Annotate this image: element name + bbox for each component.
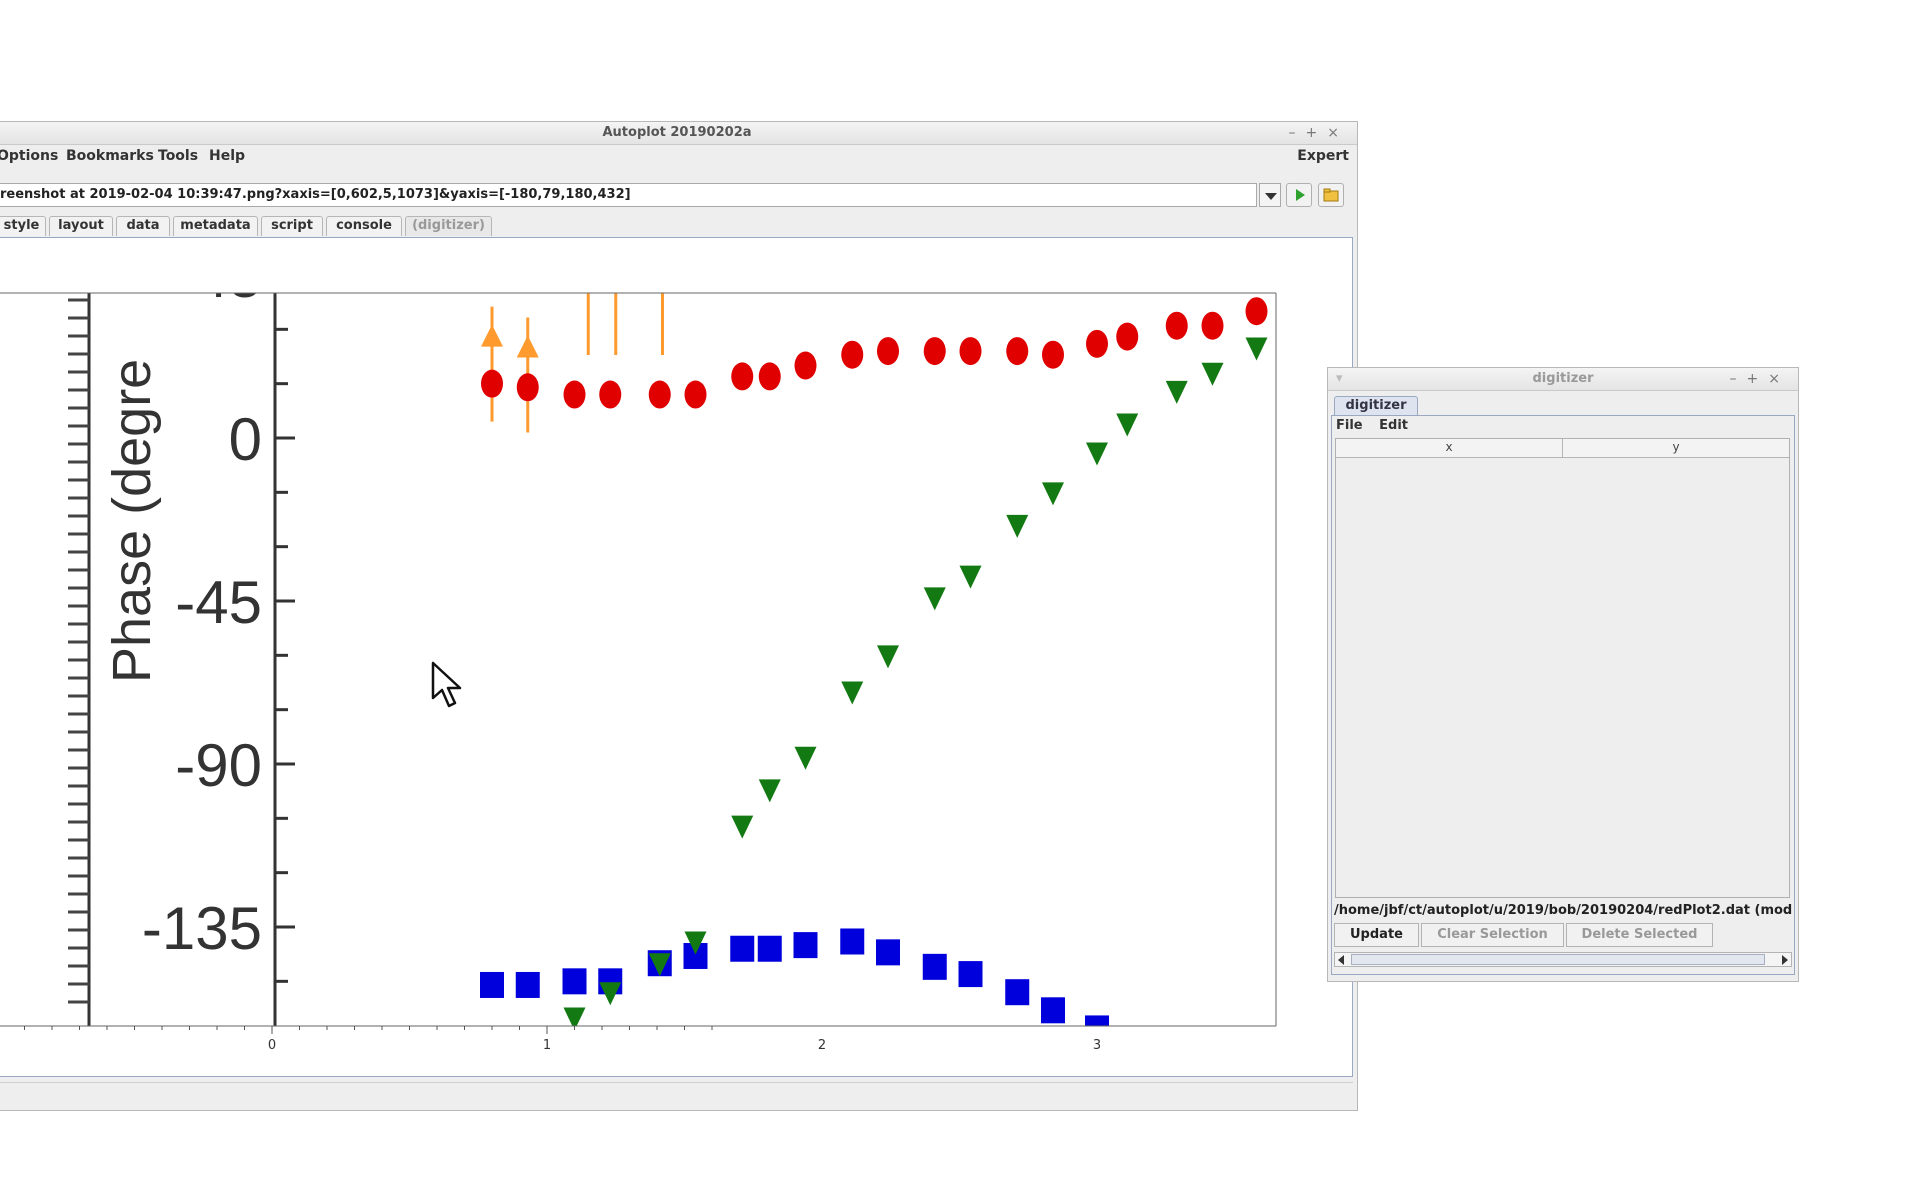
play-icon xyxy=(1296,189,1305,201)
digitizer-window-title: digitizer xyxy=(1532,371,1594,386)
update-button[interactable]: Update xyxy=(1334,923,1419,947)
scroll-thumb[interactable] xyxy=(1351,954,1765,965)
close-icon[interactable]: × xyxy=(1327,125,1349,141)
title-bar[interactable]: Autoplot 20190202a –+× xyxy=(0,122,1357,145)
digitizer-panel: File Edit x y /home/jbf/ct/autoplot/u/20… xyxy=(1331,415,1795,975)
tab-layout[interactable]: layout xyxy=(49,216,113,236)
digitizer-menu-bar: File Edit xyxy=(1336,418,1420,433)
scroll-left-icon[interactable] xyxy=(1338,955,1344,965)
go-button[interactable] xyxy=(1286,183,1312,207)
window-title: Autoplot 20190202a xyxy=(602,125,752,140)
window-controls: –+× xyxy=(1289,122,1349,144)
close-icon[interactable]: × xyxy=(1768,371,1790,387)
horizontal-scrollbar[interactable] xyxy=(1334,952,1792,967)
tab-console[interactable]: console xyxy=(326,216,402,236)
maximize-icon[interactable]: + xyxy=(1305,125,1328,141)
delete-selected-button[interactable]: Delete Selected xyxy=(1566,923,1713,947)
minimize-icon[interactable]: – xyxy=(1288,125,1306,141)
points-table[interactable]: x y xyxy=(1335,438,1790,898)
tab-digitizer[interactable]: (digitizer) xyxy=(405,216,492,236)
status-bar xyxy=(0,1082,1353,1105)
uri-row: reenshot at 2019-02-04 10:39:47.png?xaxi… xyxy=(0,181,1357,211)
column-header-y[interactable]: y xyxy=(1672,440,1680,454)
digitizer-window: ▾ digitizer –+× digitizer File Edit x y … xyxy=(1327,367,1799,982)
scroll-right-icon[interactable] xyxy=(1782,955,1788,965)
menu-bookmarks[interactable]: Bookmarks xyxy=(66,148,154,164)
tab-data[interactable]: data xyxy=(116,216,170,236)
uri-input[interactable]: reenshot at 2019-02-04 10:39:47.png?xaxi… xyxy=(0,183,1257,207)
digitizer-tab[interactable]: digitizer xyxy=(1334,396,1418,416)
autoplot-window: Autoplot 20190202a –+× Options Bookmarks… xyxy=(0,121,1358,1111)
file-path-label: /home/jbf/ct/autoplot/u/2019/bob/2019020… xyxy=(1334,903,1792,918)
plot-canvas[interactable] xyxy=(0,237,1353,1077)
column-header-x[interactable]: x xyxy=(1336,439,1563,457)
digitizer-window-controls: –+× xyxy=(1730,368,1790,390)
table-header: x y xyxy=(1336,439,1789,458)
maximize-icon[interactable]: + xyxy=(1746,371,1769,387)
mouse-cursor-icon xyxy=(431,661,462,708)
minimize-icon[interactable]: – xyxy=(1729,371,1747,387)
tab-script[interactable]: script xyxy=(261,216,323,236)
window-menu-icon[interactable]: ▾ xyxy=(1336,371,1343,386)
menu-edit[interactable]: Edit xyxy=(1379,418,1408,433)
tab-style[interactable]: style xyxy=(0,216,46,236)
digitizer-title-bar[interactable]: ▾ digitizer –+× xyxy=(1328,368,1798,391)
menu-file[interactable]: File xyxy=(1336,418,1363,433)
browse-button[interactable] xyxy=(1318,183,1344,207)
menu-bar: Options Bookmarks Tools Help Expert xyxy=(0,145,1357,167)
tab-metadata[interactable]: metadata xyxy=(173,216,258,236)
menu-help[interactable]: Help xyxy=(209,148,246,164)
uri-dropdown-button[interactable] xyxy=(1259,183,1281,207)
clear-selection-button[interactable]: Clear Selection xyxy=(1421,923,1564,947)
menu-expert[interactable]: Expert xyxy=(1297,148,1349,164)
folder-icon xyxy=(1323,188,1339,202)
menu-tools[interactable]: Tools xyxy=(158,148,199,164)
menu-options[interactable]: Options xyxy=(0,148,59,164)
